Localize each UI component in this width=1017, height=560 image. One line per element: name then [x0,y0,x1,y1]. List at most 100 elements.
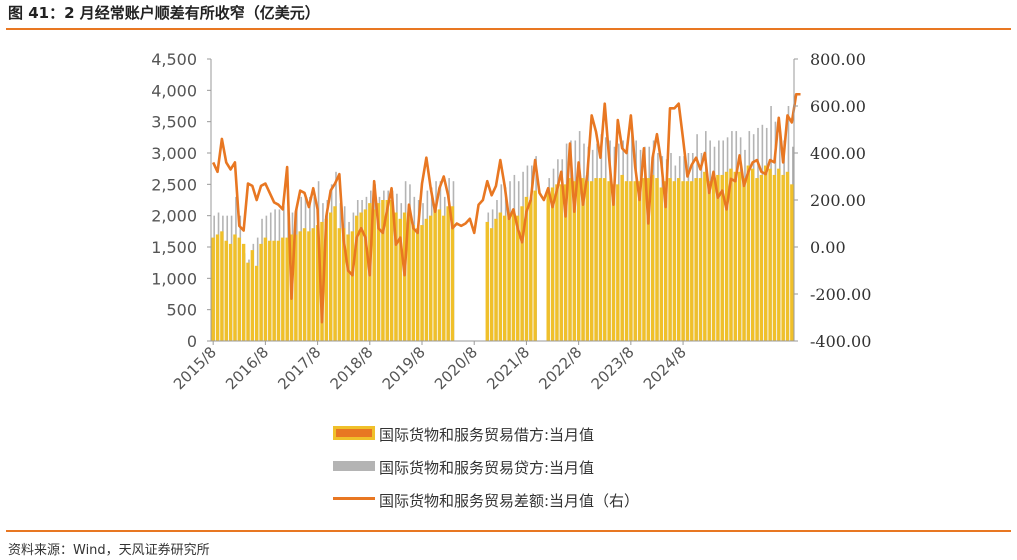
left-tick-label: 0 [187,332,197,351]
debit-bar [668,178,672,341]
debit-bar [781,174,785,341]
debit-bar [533,190,537,341]
debit-bar [298,231,302,341]
debit-bar [624,181,629,341]
left-tick-label: 500 [166,301,197,320]
x-tick-label: 2024/8 [640,343,690,393]
debit-bar [342,228,346,341]
debit-bar [437,209,442,341]
debit-bar [272,240,276,341]
x-tick-label: 2020/8 [431,343,481,393]
legend-label-debit: 国际货物和服务贸易借方:当月值 [379,426,595,444]
debit-bar [603,178,607,341]
right-tick-label: 800.00 [810,50,866,69]
debit-bar [572,181,576,341]
debit-bar [429,215,433,341]
debit-bar [228,243,233,341]
x-tick-label: 2016/8 [222,343,272,393]
debit-bar [598,178,603,341]
left-tick-label: 4,000 [151,81,197,100]
debit-bar [777,168,781,341]
debit-bar [655,178,659,341]
debit-bar [233,234,237,341]
debit-bar [659,187,663,341]
debit-bar [311,228,315,341]
debit-bar [742,178,746,341]
legend-swatch-balance [333,497,375,500]
debit-bar [707,181,711,341]
debit-bar [594,178,598,341]
debit-bar [720,174,724,341]
debit-bar [772,174,777,341]
debit-bar [790,184,794,341]
debit-bar [394,212,398,341]
left-tick-label: 3,000 [151,144,197,163]
left-tick-label: 2,500 [151,175,197,194]
debit-bar [224,240,228,341]
balance-line [212,92,801,324]
debit-bar [433,209,437,341]
footer-divider [6,530,1011,532]
debit-bar [237,237,241,341]
debit-bar [563,184,568,341]
debit-bar [307,231,311,341]
debit-bar [337,228,342,341]
debit-bar [716,174,720,341]
debit-bar [581,178,585,341]
left-tick-label: 1,000 [151,269,197,288]
debit-bar [755,178,759,341]
debit-bar [746,165,751,341]
debit-bar [663,181,668,341]
trade-chart: 0 500 1,000 1,500 2,000 2,500 3,000 3,500 4,000 4… [151,50,871,393]
debit-bar [672,181,677,341]
debit-bar [516,215,520,341]
debit-bar [250,250,255,341]
x-tick-label: 2023/8 [588,343,638,393]
x-tick-label: 2021/8 [483,343,533,393]
debit-bar [268,240,272,341]
x-tick-label: 2022/8 [535,343,585,393]
debit-bar [415,228,420,341]
right-tick-label: -400.00 [810,332,871,351]
axes: 0 500 1,000 1,500 2,000 2,500 3,000 3,500 4,000 4… [151,50,871,393]
debit-bar [633,181,637,341]
debit-bar [576,174,581,341]
debit-bar [276,240,281,341]
debit-bar [733,171,737,341]
right-tick-label: 600.00 [810,97,866,116]
x-tick-label: 2019/8 [379,343,429,393]
debit-bar [389,200,394,341]
debit-bar [650,174,655,341]
debit-bar [529,200,533,341]
debit-bar [507,212,511,341]
debit-bar [333,206,337,341]
debit-bar [546,190,550,341]
legend-swatch-debit [333,426,375,440]
debit-bar [690,181,694,341]
debit-bar [729,168,733,341]
debit-bar [442,215,446,341]
debit-bar [302,228,307,341]
debit-bar [511,209,516,341]
debit-bar [355,215,359,341]
debit-bar [494,218,498,341]
debit-bar [263,237,268,341]
x-tick-label: 2017/8 [274,343,324,393]
debit-bars [211,165,794,341]
page-title: 图 41：2 月经常账户顺差有所收窄（亿美元） [8,4,320,22]
debit-bar [498,212,503,341]
debit-bar [211,237,215,341]
debit-bar [520,206,524,341]
debit-bar [407,212,411,341]
debit-bar [402,212,407,341]
debit-bar [254,265,259,341]
right-tick-label: 400.00 [810,144,866,163]
debit-bar [555,184,559,341]
debit-bar [372,209,376,341]
debit-bar [698,178,703,341]
debit-bar [315,225,320,341]
debit-bar [446,206,450,341]
left-tick-label: 1,500 [151,238,197,257]
debit-bar [629,181,633,341]
debit-bar [324,218,328,341]
